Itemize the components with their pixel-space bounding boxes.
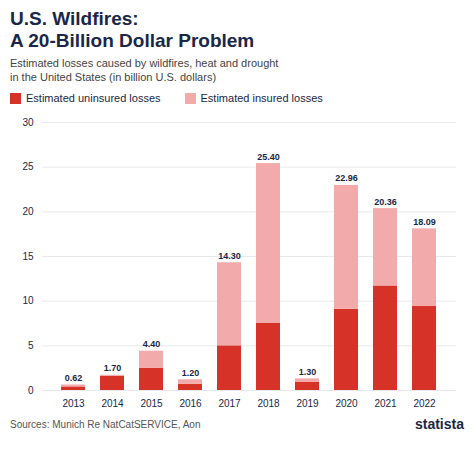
html-text:Sources: Munich Re NatCatSERVI: Sources: Munich Re NatCatSERVICE, Aon [10,418,201,430]
svg-text:1.30: 1.30 [299,367,317,377]
html-text:Estimated uninsured losses: Estimated uninsured losses [26,92,161,104]
svg-text:2021: 2021 [374,398,397,409]
svg-text:2020: 2020 [335,398,358,409]
svg-text:20.36: 20.36 [374,197,397,207]
svg-text:14.30: 14.30 [218,251,241,261]
html-text:Estimated losses caused by wil: Estimated losses caused by wildfires, he… [10,57,279,83]
svg-text:15: 15 [22,251,34,262]
svg-text:5: 5 [28,340,34,351]
svg-text:2015: 2015 [140,398,163,409]
svg-text:22.96: 22.96 [335,173,358,183]
svg-text:10: 10 [22,295,34,306]
svg-text:2016: 2016 [179,398,202,409]
svg-text:30: 30 [22,117,34,128]
svg-text:25.40: 25.40 [257,152,280,162]
svg-text:20: 20 [22,206,34,217]
svg-text:2014: 2014 [101,398,124,409]
svg-text:25: 25 [22,161,34,172]
svg-text:2022: 2022 [413,398,436,409]
html-text:Estimated insured losses: Estimated insured losses [200,92,323,104]
html-text:statista: statista [415,416,464,432]
svg-text:1.70: 1.70 [104,363,122,373]
svg-text:2017: 2017 [218,398,241,409]
svg-text:18.09: 18.09 [413,217,436,227]
svg-text:1.20: 1.20 [182,368,200,378]
svg-text:4.40: 4.40 [143,339,161,349]
svg-text:2013: 2013 [62,398,85,409]
html-text:U.S. Wildfires: A 20-Billion D: U.S. Wildfires: A 20-Billion Dollar Prob… [10,8,255,51]
svg-text:0: 0 [28,385,34,396]
svg-text:0.62: 0.62 [65,373,83,383]
svg-text:2019: 2019 [296,398,319,409]
svg-text:2018: 2018 [257,398,280,409]
